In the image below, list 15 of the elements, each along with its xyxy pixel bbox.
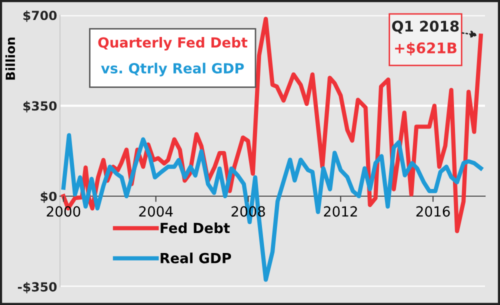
y-tick-label: $700 [23,10,57,22]
x-tick-label: 2012 [324,206,357,217]
y-tick-label: $0 [40,191,57,203]
annotation: Q1 2018 [392,20,459,34]
text: vs. Qtrly Real GDP [101,62,244,76]
x-tick-label: 2016 [416,206,450,217]
x-tick-label: 2000 [46,206,80,217]
legend-label: Real GDP [160,252,232,264]
y-tick-label: -$350 [18,282,57,294]
y-axis-title: Billion [5,38,16,80]
annotation: +$621B [395,42,456,56]
legend-label: Fed Debt [160,222,230,234]
y-tick-label: $350 [23,100,57,112]
x-tick-label: 2004 [139,206,173,217]
text: Quarterly Fed Debt [98,36,248,51]
